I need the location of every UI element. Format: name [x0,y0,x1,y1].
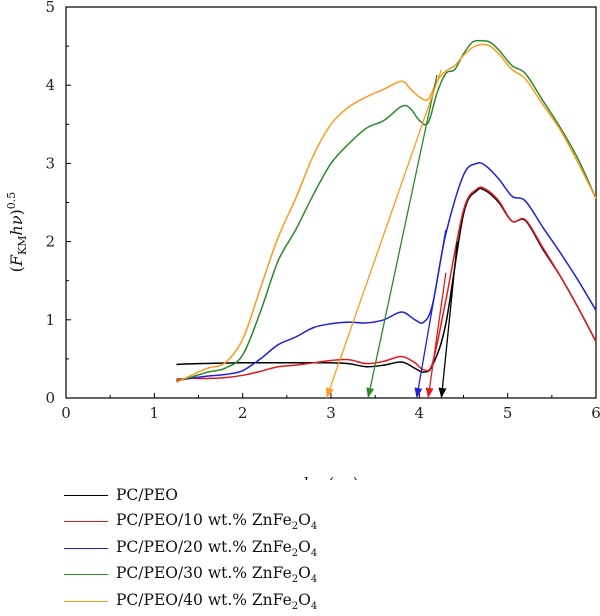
x-tick-label: 1 [150,404,160,422]
x-tick-label: 0 [61,404,71,422]
tangent-line-4 [367,74,438,399]
x-tick-label: 2 [238,404,248,422]
legend: PC/PEO PC/PEO/10 wt.% ZnFe2O4 PC/PEO/20 wt… [64,482,564,615]
legend-label: PC/PEO/30 wt.% ZnFe2O4 [116,564,318,586]
legend-swatch [64,521,108,523]
legend-swatch [64,574,108,576]
y-tick-label: 2 [45,233,55,251]
plot-border [65,6,597,399]
tangent-lines [325,69,458,399]
tangent-arrowhead-3 [414,387,423,398]
legend-label: PC/PEO/40 wt.% ZnFe2O4 [116,590,318,612]
x-tick-label: 4 [415,404,425,422]
legend-swatch [64,547,108,549]
tangent-line-3 [416,229,447,399]
tangent-arrowhead-2 [425,387,434,398]
tangent-arrowhead-1 [438,387,447,398]
legend-swatch [64,494,108,496]
tangent-line-1 [440,241,458,399]
legend-swatch [64,600,108,602]
series-line-2 [176,186,597,380]
legend-label: PC/PEO [116,486,178,505]
tangent-line-2 [427,272,447,399]
tangent-line-5 [325,69,443,399]
series-line-5 [176,43,597,384]
x-tick-label: 6 [591,404,600,422]
y-tick-label: 4 [45,76,55,94]
series-lines [176,39,597,384]
legend-label: PC/PEO/20 wt.% ZnFe2O4 [116,537,318,559]
legend-item-2: PC/PEO/10 wt.% ZnFe2O4 [64,509,564,536]
legend-item-1: PC/PEO [64,482,564,509]
legend-item-3: PC/PEO/20 wt.% ZnFe2O4 [64,535,564,562]
legend-label: PC/PEO/10 wt.% ZnFe2O4 [116,511,318,533]
series-line-4 [176,39,597,382]
plot-area [65,6,597,399]
x-tick-label: 5 [503,404,513,422]
y-tick-label: 1 [45,311,55,329]
x-axis-title: hν (ev) [303,474,359,480]
x-tick-label: 3 [326,404,336,422]
tangent-arrowhead-5 [326,387,334,398]
legend-item-4: PC/PEO/30 wt.% ZnFe2O4 [64,562,564,589]
series-line-3 [176,161,597,382]
y-axis-title: (FKMhν)0.5 [5,192,29,273]
y-tick-label: 5 [45,0,55,16]
legend-item-5: PC/PEO/40 wt.% ZnFe2O4 [64,588,564,615]
axis-ticks: 0 1 2 3 4 5 6 0 1 2 3 4 5 [45,0,600,422]
y-tick-label: 3 [45,154,55,172]
y-tick-label: 0 [45,389,55,407]
chart: 0 1 2 3 4 5 6 0 1 2 3 4 5 hν (ev) (FKMhν)0.5 [5,0,600,480]
tangent-arrowhead-4 [366,387,375,398]
